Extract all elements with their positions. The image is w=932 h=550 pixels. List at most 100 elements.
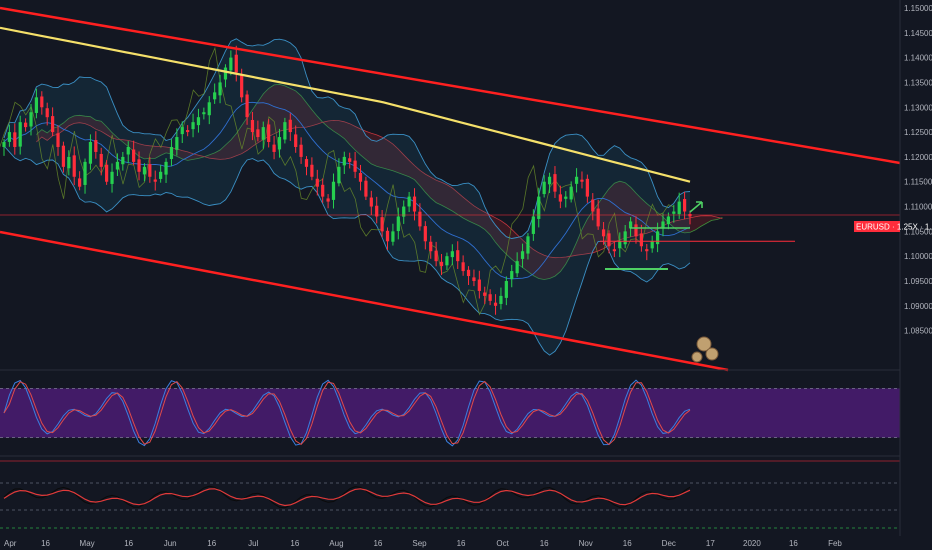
candle-body bbox=[369, 197, 373, 207]
candle-body bbox=[153, 179, 157, 182]
candle-body bbox=[423, 226, 427, 242]
candle-body bbox=[94, 140, 98, 152]
candle-body bbox=[634, 224, 638, 237]
time-tick-label: 16 bbox=[789, 539, 798, 548]
candle-body bbox=[277, 137, 282, 150]
candle-body bbox=[364, 180, 368, 197]
candle-body bbox=[304, 159, 309, 167]
candle-body bbox=[569, 186, 573, 200]
candle-body bbox=[488, 294, 492, 301]
candle-body bbox=[682, 199, 687, 212]
osc-slow-line bbox=[3, 488, 691, 507]
candle-body bbox=[655, 231, 660, 245]
candle-body bbox=[283, 122, 287, 140]
candle-body bbox=[510, 271, 514, 279]
candle-body bbox=[650, 241, 654, 249]
price-tick-label: 1.15000 bbox=[904, 4, 932, 13]
candle-body bbox=[7, 132, 12, 142]
time-tick-label: Jul bbox=[248, 539, 258, 548]
price-tick-label: 1.12500 bbox=[904, 128, 932, 137]
stochastic-pane bbox=[0, 379, 900, 447]
candle-body bbox=[72, 155, 76, 177]
candle-body bbox=[402, 206, 406, 217]
time-tick-label: May bbox=[80, 539, 95, 548]
candle-body bbox=[407, 196, 411, 207]
osc-fast-line bbox=[3, 485, 691, 509]
candle-body bbox=[240, 75, 244, 98]
time-tick-label: Dec bbox=[662, 539, 676, 548]
candle-body bbox=[574, 176, 579, 184]
candle-body bbox=[202, 112, 206, 115]
event-marker-icon bbox=[705, 347, 719, 361]
candle-body bbox=[13, 132, 17, 147]
candle-body bbox=[612, 249, 616, 252]
cloud-span-a bbox=[36, 83, 723, 280]
candle-body bbox=[385, 230, 390, 242]
candle-body bbox=[99, 153, 103, 167]
upper-channel-line bbox=[0, 6, 901, 165]
candle-body bbox=[628, 221, 633, 229]
candle-body bbox=[353, 160, 357, 172]
candle-body bbox=[83, 161, 87, 185]
candle-body bbox=[558, 194, 562, 202]
candle-body bbox=[677, 201, 681, 215]
candle-body bbox=[213, 92, 217, 100]
candle-body bbox=[18, 122, 22, 147]
time-tick-label: 16 bbox=[623, 539, 632, 548]
price-tick-label: 1.08500 bbox=[904, 327, 932, 336]
time-tick-label: Jun bbox=[164, 539, 177, 548]
price-tag-box bbox=[854, 221, 900, 232]
event-marker-icon bbox=[696, 336, 712, 352]
candle-body bbox=[526, 236, 530, 254]
band-upper bbox=[3, 38, 691, 239]
candle-body bbox=[645, 249, 649, 252]
candle-body bbox=[531, 216, 535, 234]
candle-body bbox=[67, 156, 71, 169]
price-tick-label: 1.11000 bbox=[904, 203, 932, 212]
time-tick-label: 2020 bbox=[743, 539, 761, 548]
stoch-band bbox=[0, 388, 900, 438]
candle-body bbox=[40, 96, 44, 108]
candle-body bbox=[245, 94, 249, 118]
candle-body bbox=[299, 144, 303, 157]
candle-body bbox=[483, 292, 487, 296]
candle-body bbox=[596, 208, 600, 227]
candle-body bbox=[234, 54, 238, 73]
candle-body bbox=[439, 261, 444, 267]
candle-body bbox=[461, 262, 465, 272]
candle-body bbox=[580, 179, 584, 182]
candle-body bbox=[591, 199, 595, 212]
time-tick-label: Apr bbox=[4, 539, 17, 548]
time-tick-label: Oct bbox=[496, 539, 509, 548]
candle-body bbox=[375, 205, 379, 217]
time-tick-label: 16 bbox=[207, 539, 216, 548]
candlesticks bbox=[2, 45, 692, 315]
lagging-span bbox=[0, 46, 675, 316]
candle-body bbox=[601, 229, 606, 237]
candle-body bbox=[164, 161, 168, 175]
time-tick-label: 16 bbox=[124, 539, 133, 548]
candle-body bbox=[553, 174, 557, 192]
candle-body bbox=[2, 142, 6, 147]
candle-body bbox=[142, 166, 147, 175]
candle-body bbox=[456, 250, 460, 262]
price-tick-label: 1.10000 bbox=[904, 252, 932, 261]
candle-body bbox=[310, 164, 314, 177]
oscillator-pane bbox=[0, 460, 900, 529]
candle-body bbox=[294, 134, 298, 147]
time-tick-label: 16 bbox=[290, 539, 299, 548]
candle-body bbox=[105, 164, 109, 182]
candle-body bbox=[88, 142, 93, 164]
price-tick-label: 1.09000 bbox=[904, 302, 932, 311]
time-tick-label: Feb bbox=[828, 539, 842, 548]
time-tick-label: Sep bbox=[412, 539, 427, 548]
time-axis: Apr 16 May 16 Jun 16 Jul 16 Aug 16 Sep 16 Oct 16 Nov 16… bbox=[4, 539, 842, 548]
candle-body bbox=[34, 97, 39, 113]
up-arrow-icon bbox=[689, 201, 703, 213]
time-tick-label: 16 bbox=[373, 539, 382, 548]
candle-body bbox=[115, 161, 120, 170]
candle-body bbox=[358, 172, 363, 182]
band-fill bbox=[4, 38, 690, 356]
price-tick-label: 1.13000 bbox=[904, 103, 932, 112]
